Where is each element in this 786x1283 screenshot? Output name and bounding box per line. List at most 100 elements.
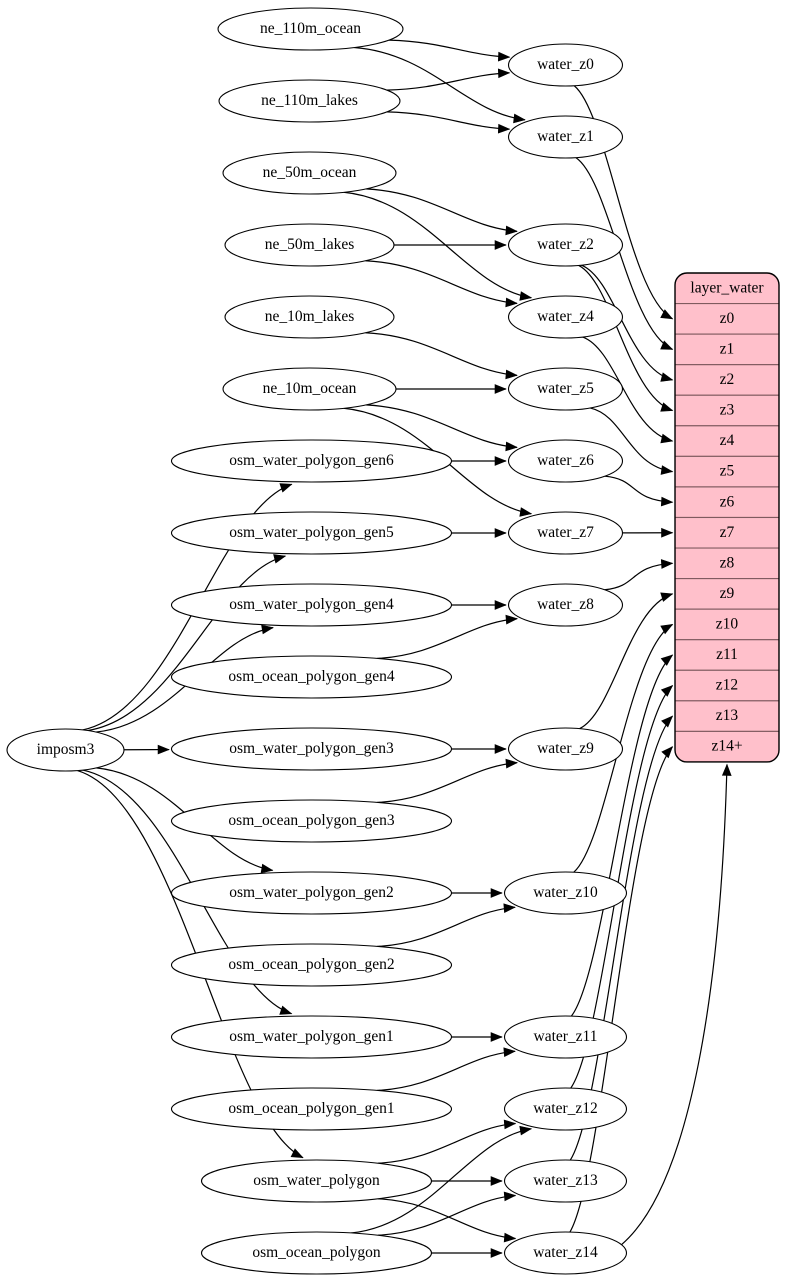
source-node-shape — [200, 1159, 433, 1203]
edge-water_z0-to-z0 — [573, 85, 673, 320]
arrowhead-icon — [497, 68, 511, 79]
edges-layer — [77, 39, 732, 1258]
node-water_z13[interactable]: water_z13 — [503, 1159, 628, 1203]
node-ne_110m_lakes[interactable]: ne_110m_lakes — [218, 79, 401, 123]
node-osm_ocean_polygon_gen2[interactable]: osm_ocean_polygon_gen2 — [170, 943, 453, 987]
node-water_z7[interactable]: water_z7 — [507, 511, 624, 555]
source-node-shape — [200, 1231, 433, 1275]
edge-water_z2-to-z3 — [578, 264, 673, 412]
arrowhead-icon — [505, 614, 518, 625]
arrowhead-icon — [494, 600, 507, 610]
table-row-z5 — [675, 455, 779, 488]
edge-ne_50m_lakes-to-water_z4 — [365, 260, 518, 304]
edge-imposm3-to-osm_water_polygon_gen5 — [87, 555, 286, 732]
node-osm_water_polygon_gen1[interactable]: osm_water_polygon_gen1 — [170, 1015, 453, 1059]
node-osm_ocean_polygon[interactable]: osm_ocean_polygon — [200, 1231, 433, 1275]
source-node-shape — [222, 151, 397, 195]
node-water_z0[interactable]: water_z0 — [507, 43, 624, 87]
node-ne_50m_lakes[interactable]: ne_50m_lakes — [224, 223, 395, 267]
arrowhead-icon — [503, 1119, 517, 1130]
source-node-shape — [170, 439, 453, 483]
source-node-shape — [224, 295, 395, 339]
node-osm_ocean_polygon_gen1[interactable]: osm_ocean_polygon_gen1 — [170, 1087, 453, 1131]
edge-ne_10m_lakes-to-water_z5 — [365, 332, 518, 376]
node-osm_ocean_polygon_gen3[interactable]: osm_ocean_polygon_gen3 — [170, 799, 453, 843]
node-water_z10[interactable]: water_z10 — [503, 871, 628, 915]
source-node-shape — [218, 79, 401, 123]
edge-water_z2-to-z2 — [581, 264, 673, 381]
table-row-z4 — [675, 425, 779, 457]
edge-osm_ocean_polygon_gen3-to-water_z9 — [376, 762, 518, 804]
arrowhead-icon — [260, 863, 274, 874]
arrowhead-icon — [660, 685, 674, 697]
table-row-z8 — [675, 547, 779, 580]
node-ne_50m_ocean[interactable]: ne_50m_ocean — [222, 151, 397, 195]
arrowhead-icon — [494, 744, 507, 754]
node-ne_10m_ocean[interactable]: ne_10m_ocean — [222, 367, 397, 411]
arrowhead-icon — [660, 654, 674, 666]
node-osm_water_polygon_gen3[interactable]: osm_water_polygon_gen3 — [170, 727, 453, 771]
water-node-shape — [503, 1159, 628, 1203]
source-node-shape — [170, 583, 453, 627]
table-row-z12 — [675, 669, 779, 702]
node-water_z4[interactable]: water_z4 — [507, 295, 624, 339]
water-node-shape — [507, 115, 624, 159]
node-osm_ocean_polygon_gen4[interactable]: osm_ocean_polygon_gen4 — [170, 655, 453, 699]
node-water_z5[interactable]: water_z5 — [507, 367, 624, 411]
edge-water_z8-to-z8 — [604, 562, 673, 591]
arrowhead-icon — [273, 554, 287, 564]
water-node-shape — [503, 871, 628, 915]
node-osm_water_polygon_gen4[interactable]: osm_water_polygon_gen4 — [170, 583, 453, 627]
source-node-shape — [170, 655, 453, 699]
arrowhead-icon — [505, 441, 518, 452]
node-water_z9[interactable]: water_z9 — [507, 727, 624, 771]
water-node-shape — [507, 295, 624, 339]
water-node-shape — [503, 1087, 628, 1131]
node-water_z6[interactable]: water_z6 — [507, 439, 624, 483]
node-osm_water_polygon_gen6[interactable]: osm_water_polygon_gen6 — [170, 439, 453, 483]
arrowhead-icon — [503, 1047, 516, 1058]
edge-water_z11-to-z11 — [570, 654, 673, 1017]
node-water_z12[interactable]: water_z12 — [503, 1087, 628, 1131]
node-water_z8[interactable]: water_z8 — [507, 583, 624, 627]
water-node-shape — [507, 727, 624, 771]
arrowhead-icon — [519, 507, 533, 517]
node-water_z2[interactable]: water_z2 — [507, 223, 624, 267]
edge-water_z1-to-z1 — [575, 157, 673, 350]
arrowhead-icon — [505, 369, 518, 380]
edge-osm_ocean_polygon_gen4-to-water_z8 — [376, 618, 518, 660]
water-node-shape — [507, 223, 624, 267]
edge-osm_ocean_polygon_gen2-to-water_z10 — [376, 906, 516, 948]
table-row-z2 — [675, 364, 779, 396]
table-row-z1 — [675, 333, 779, 366]
nodes-layer: imposm3 ne_110m_ocean ne_110m_lakes ne_50m_… — [6, 7, 628, 1275]
edge-ne_50m_ocean-to-water_z2 — [365, 188, 518, 232]
node-osm_water_polygon_gen5[interactable]: osm_water_polygon_gen5 — [170, 511, 453, 555]
node-water_z14[interactable]: water_z14 — [503, 1231, 628, 1275]
table-row-z13 — [675, 700, 779, 732]
edge-osm_ocean_polygon-to-water_z12 — [351, 1128, 532, 1234]
source-node-shape — [222, 367, 397, 411]
edge-osm_ocean_polygon-to-water_z13 — [377, 1194, 516, 1236]
arrowhead-icon — [490, 1176, 503, 1186]
edge-ne_50m_ocean-to-water_z4 — [343, 191, 532, 299]
arrowhead-icon — [503, 1191, 517, 1202]
arrowhead-icon — [490, 888, 503, 898]
arrowhead-icon — [503, 903, 516, 914]
node-ne_110m_ocean[interactable]: ne_110m_ocean — [217, 7, 404, 51]
arrowhead-icon — [660, 465, 674, 475]
water-node-shape — [507, 439, 624, 483]
arrowhead-icon — [660, 433, 674, 444]
node-osm_water_polygon_gen2[interactable]: osm_water_polygon_gen2 — [170, 871, 453, 915]
source-node-shape — [170, 1015, 453, 1059]
edge-water_z5-to-z5 — [589, 407, 673, 473]
node-water_z11[interactable]: water_z11 — [503, 1015, 628, 1059]
water-node-shape — [507, 583, 624, 627]
arrowhead-icon — [279, 1005, 293, 1015]
node-ne_10m_lakes[interactable]: ne_10m_lakes — [224, 295, 395, 339]
arrowhead-icon — [494, 456, 507, 466]
node-water_z1[interactable]: water_z1 — [507, 115, 624, 159]
node-osm_water_polygon[interactable]: osm_water_polygon — [200, 1159, 433, 1203]
node-imposm3[interactable]: imposm3 — [6, 728, 125, 772]
arrowhead-icon — [660, 309, 674, 320]
